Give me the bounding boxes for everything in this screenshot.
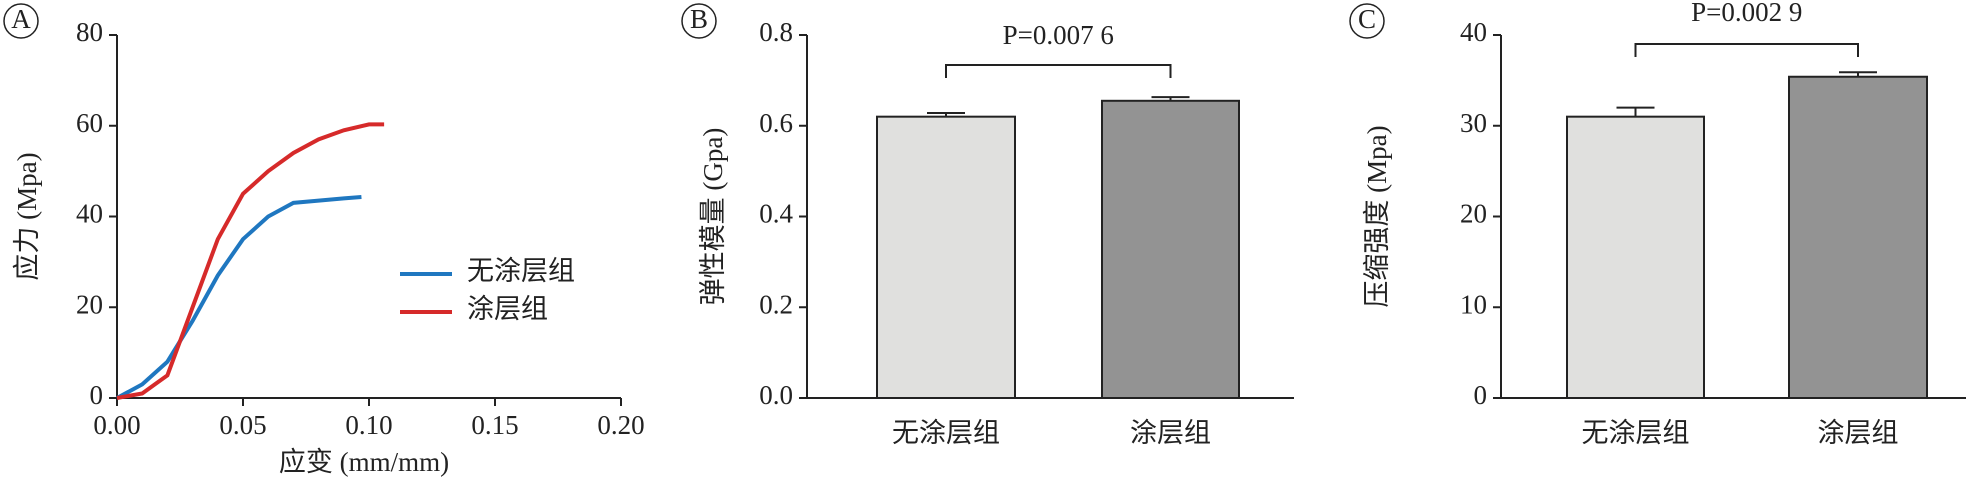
y-tick-label: 0.0 — [759, 380, 793, 410]
line — [116, 122, 385, 400]
y-tick-label: 10 — [1460, 289, 1487, 319]
panel-label: A — [11, 4, 31, 34]
y-tick-label: 0 — [1474, 380, 1488, 410]
x-tick-label: 0.00 — [93, 410, 140, 440]
x-tick-label: 0.20 — [597, 410, 644, 440]
x-tick-label: 0.05 — [219, 410, 266, 440]
panel-label: C — [1358, 4, 1376, 34]
panel-circle — [3, 3, 39, 39]
y-tick-label: 0.2 — [759, 289, 793, 319]
y-tick-label: 0.4 — [759, 199, 793, 229]
y-axis-label: 压缩强度 (Mpa) — [1362, 125, 1392, 307]
y-axis-label: 弹性模量 (Gpa) — [698, 128, 728, 306]
y-tick-label: 0 — [90, 380, 104, 410]
y-tick-label: 80 — [76, 17, 103, 47]
significance-bracket — [1634, 43, 1859, 57]
y-tick-label: 40 — [1460, 17, 1487, 47]
y-tick-label: 40 — [76, 199, 103, 229]
x-tick-label: 无涂层组 — [1582, 418, 1690, 448]
error-bar — [927, 112, 965, 117]
p-value: P=0.007 6 — [1003, 20, 1114, 50]
legend-label: 涂层组 — [467, 294, 548, 324]
x-axis-label: 应变 (mm/mm) — [279, 447, 449, 477]
error-bar — [1151, 96, 1190, 101]
p-value: P=0.002 9 — [1691, 0, 1802, 27]
error-bar — [1839, 71, 1877, 77]
panel-circle — [681, 3, 717, 39]
panel-label: B — [690, 4, 708, 34]
line — [116, 194, 362, 400]
bar — [1566, 115, 1705, 400]
x-tick-label: 0.15 — [471, 410, 518, 440]
x-tick-label: 无涂层组 — [892, 418, 1000, 448]
error-bar — [1616, 106, 1655, 117]
y-tick-label: 0.8 — [759, 17, 793, 47]
x-tick-label: 涂层组 — [1130, 418, 1211, 448]
panel-circle — [1349, 3, 1385, 39]
bar — [1101, 99, 1240, 399]
significance-bracket — [945, 64, 1172, 78]
y-axis-label: 应力 (Mpa) — [12, 152, 42, 280]
y-tick-label: 0.6 — [759, 108, 793, 138]
y-tick-label: 60 — [76, 108, 103, 138]
legend-label: 无涂层组 — [467, 256, 575, 286]
bar — [1788, 75, 1928, 400]
y-tick-label: 20 — [1460, 199, 1487, 229]
x-tick-label: 0.10 — [345, 410, 392, 440]
bar — [876, 115, 1016, 400]
x-tick-label: 涂层组 — [1818, 418, 1899, 448]
y-tick-label: 30 — [1460, 108, 1487, 138]
y-tick-label: 20 — [76, 289, 103, 319]
